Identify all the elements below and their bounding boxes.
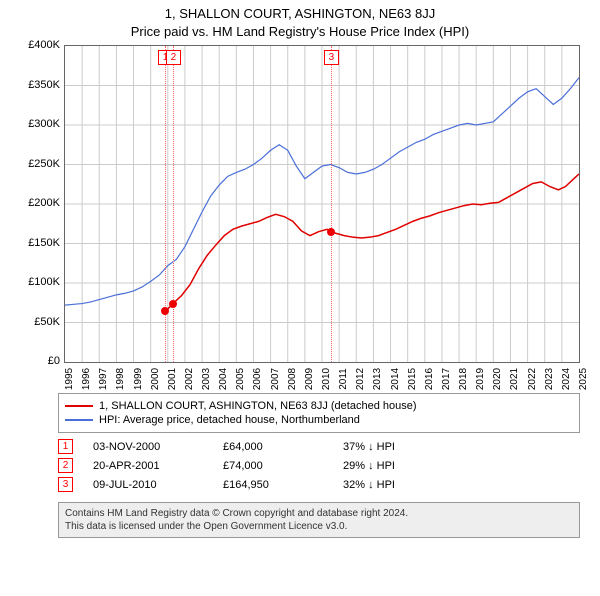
x-tick-label: 2017 [441, 368, 452, 390]
event-date-2: 20-APR-2001 [93, 460, 223, 472]
x-tick-label: 1998 [115, 368, 126, 390]
event-price-1: £64,000 [223, 441, 343, 453]
y-tick-label: £50K [34, 316, 60, 328]
x-tick-label: 2001 [167, 368, 178, 390]
legend-swatch-property [65, 405, 93, 407]
chart-subtitle: Price paid vs. HM Land Registry's House … [0, 24, 600, 39]
x-tick-label: 2018 [458, 368, 469, 390]
event-row-2: 2 20-APR-2001 £74,000 29% ↓ HPI [58, 458, 580, 473]
y-tick-label: £250K [28, 158, 60, 170]
event-date-3: 09-JUL-2010 [93, 479, 223, 491]
x-tick-label: 1997 [98, 368, 109, 390]
footer-line-2: This data is licensed under the Open Gov… [65, 520, 573, 533]
event-row-3: 3 09-JUL-2010 £164,950 32% ↓ HPI [58, 477, 580, 492]
x-tick-label: 2012 [355, 368, 366, 390]
x-tick-label: 2000 [150, 368, 161, 390]
event-dot [161, 307, 169, 315]
event-diff-3: 32% ↓ HPI [343, 479, 433, 491]
y-tick-label: £300K [28, 118, 60, 130]
legend-swatch-hpi [65, 419, 93, 421]
event-dot [169, 300, 177, 308]
event-date-1: 03-NOV-2000 [93, 441, 223, 453]
event-marker-1: 1 [58, 439, 73, 454]
x-axis-labels: 1995199619971998199920002001200220032004… [64, 363, 580, 385]
event-vline [331, 46, 332, 362]
x-tick-label: 2019 [475, 368, 486, 390]
legend-label-property: 1, SHALLON COURT, ASHINGTON, NE63 8JJ (d… [99, 400, 417, 412]
x-tick-label: 2025 [578, 368, 589, 390]
event-marker: 2 [166, 50, 181, 65]
plot-area: 123 [64, 45, 580, 363]
y-tick-label: £100K [28, 276, 60, 288]
x-tick-label: 2020 [492, 368, 503, 390]
x-tick-label: 1999 [133, 368, 144, 390]
x-tick-label: 2022 [527, 368, 538, 390]
event-row-1: 1 03-NOV-2000 £64,000 37% ↓ HPI [58, 439, 580, 454]
x-tick-label: 2009 [304, 368, 315, 390]
y-axis-labels: £0£50K£100K£150K£200K£250K£300K£350K£400… [20, 45, 62, 385]
events-table: 1 03-NOV-2000 £64,000 37% ↓ HPI 2 20-APR… [58, 439, 580, 492]
y-tick-label: £150K [28, 237, 60, 249]
x-tick-label: 2013 [372, 368, 383, 390]
footer-line-1: Contains HM Land Registry data © Crown c… [65, 507, 573, 520]
event-marker-2: 2 [58, 458, 73, 473]
x-tick-label: 2004 [218, 368, 229, 390]
x-tick-label: 2015 [407, 368, 418, 390]
x-tick-label: 2007 [270, 368, 281, 390]
event-dot [327, 228, 335, 236]
event-diff-1: 37% ↓ HPI [343, 441, 433, 453]
x-tick-label: 2003 [201, 368, 212, 390]
x-tick-label: 1995 [64, 368, 75, 390]
plot-svg [65, 46, 579, 362]
y-tick-label: £350K [28, 79, 60, 91]
event-price-2: £74,000 [223, 460, 343, 472]
x-tick-label: 1996 [81, 368, 92, 390]
chart-area: £0£50K£100K£150K£200K£250K£300K£350K£400… [20, 45, 580, 385]
x-tick-label: 2016 [424, 368, 435, 390]
y-tick-label: £200K [28, 197, 60, 209]
x-tick-label: 2011 [338, 368, 349, 390]
event-vline [173, 46, 174, 362]
x-tick-label: 2024 [561, 368, 572, 390]
event-diff-2: 29% ↓ HPI [343, 460, 433, 472]
event-price-3: £164,950 [223, 479, 343, 491]
x-tick-label: 2006 [252, 368, 263, 390]
chart-title: 1, SHALLON COURT, ASHINGTON, NE63 8JJ [0, 6, 600, 21]
y-tick-label: £400K [28, 39, 60, 51]
x-tick-label: 2010 [321, 368, 332, 390]
legend: 1, SHALLON COURT, ASHINGTON, NE63 8JJ (d… [58, 393, 580, 433]
y-tick-label: £0 [48, 355, 60, 367]
legend-item-property: 1, SHALLON COURT, ASHINGTON, NE63 8JJ (d… [65, 400, 573, 412]
footer: Contains HM Land Registry data © Crown c… [58, 502, 580, 538]
x-tick-label: 2002 [184, 368, 195, 390]
x-tick-label: 2014 [390, 368, 401, 390]
legend-item-hpi: HPI: Average price, detached house, Nort… [65, 414, 573, 426]
event-marker: 3 [324, 50, 339, 65]
x-tick-label: 2023 [544, 368, 555, 390]
legend-label-hpi: HPI: Average price, detached house, Nort… [99, 414, 360, 426]
x-tick-label: 2008 [287, 368, 298, 390]
x-tick-label: 2021 [509, 368, 520, 390]
event-marker-3: 3 [58, 477, 73, 492]
x-tick-label: 2005 [235, 368, 246, 390]
